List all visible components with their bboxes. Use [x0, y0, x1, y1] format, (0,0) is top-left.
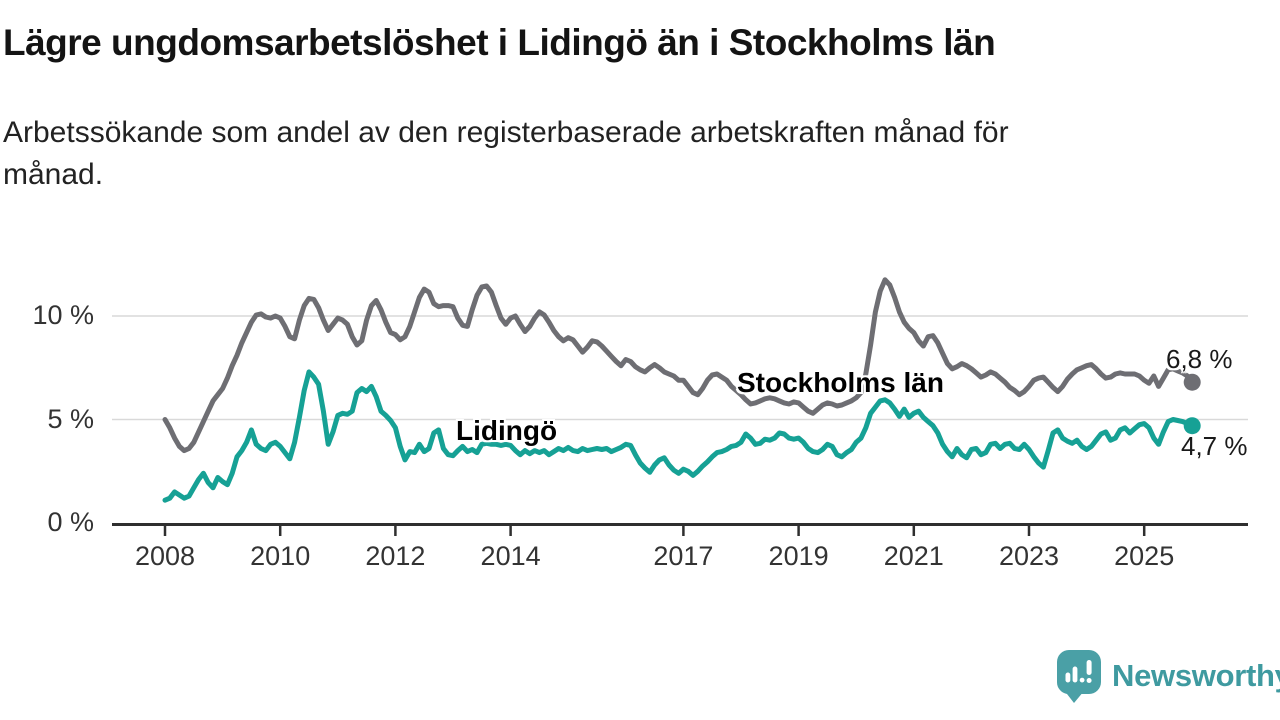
y-axis-tick-label: 5 %: [47, 403, 94, 434]
chart-subtitle-line-2: månad.: [3, 158, 104, 191]
x-axis-tick-label: 2010: [250, 541, 311, 571]
x-axis-tick-label: 2025: [1114, 541, 1175, 571]
x-axis-tick-label: 2017: [653, 541, 714, 571]
newsworthy-logo-text: Newsworthy: [1112, 658, 1280, 693]
y-axis-tick-label: 10 %: [32, 300, 94, 330]
x-axis-tick-label: 2023: [998, 541, 1060, 571]
x-axis-tick-label: 2008: [134, 541, 196, 571]
y-axis-tick-label: 0 %: [47, 507, 94, 537]
series-end-dot-stockholm: [1183, 373, 1201, 391]
series-label-lidingo: Lidingö: [456, 415, 558, 446]
chart-title: Lägre ungdomsarbetslöshet i Lidingö än i…: [3, 22, 996, 63]
x-axis-tick-label: 2019: [768, 541, 829, 571]
chart-subtitle-line-1: Arbetssökande som andel av den registerb…: [3, 116, 1009, 149]
series-label-stockholm: Stockholms län: [737, 367, 944, 398]
newsworthy-logo: Newsworthy: [1056, 649, 1280, 703]
series-end-dot-lidingo: [1183, 417, 1201, 435]
series-line-stockholm: [162, 277, 1195, 454]
newsworthy-logo-icon: [1057, 650, 1101, 703]
x-axis-tick-label: 2012: [365, 541, 426, 571]
x-axis-tick-label: 2014: [480, 541, 541, 571]
series-line-lidingo: [162, 369, 1195, 503]
end-value-label-lidingo: 4,7 %: [1181, 431, 1248, 461]
end-value-label-stockholm: 6,8 %: [1166, 344, 1233, 374]
x-axis-tick-label: 2021: [883, 541, 944, 571]
chart-subtitle: Arbetssökande som andel av den registerb…: [3, 112, 1243, 196]
